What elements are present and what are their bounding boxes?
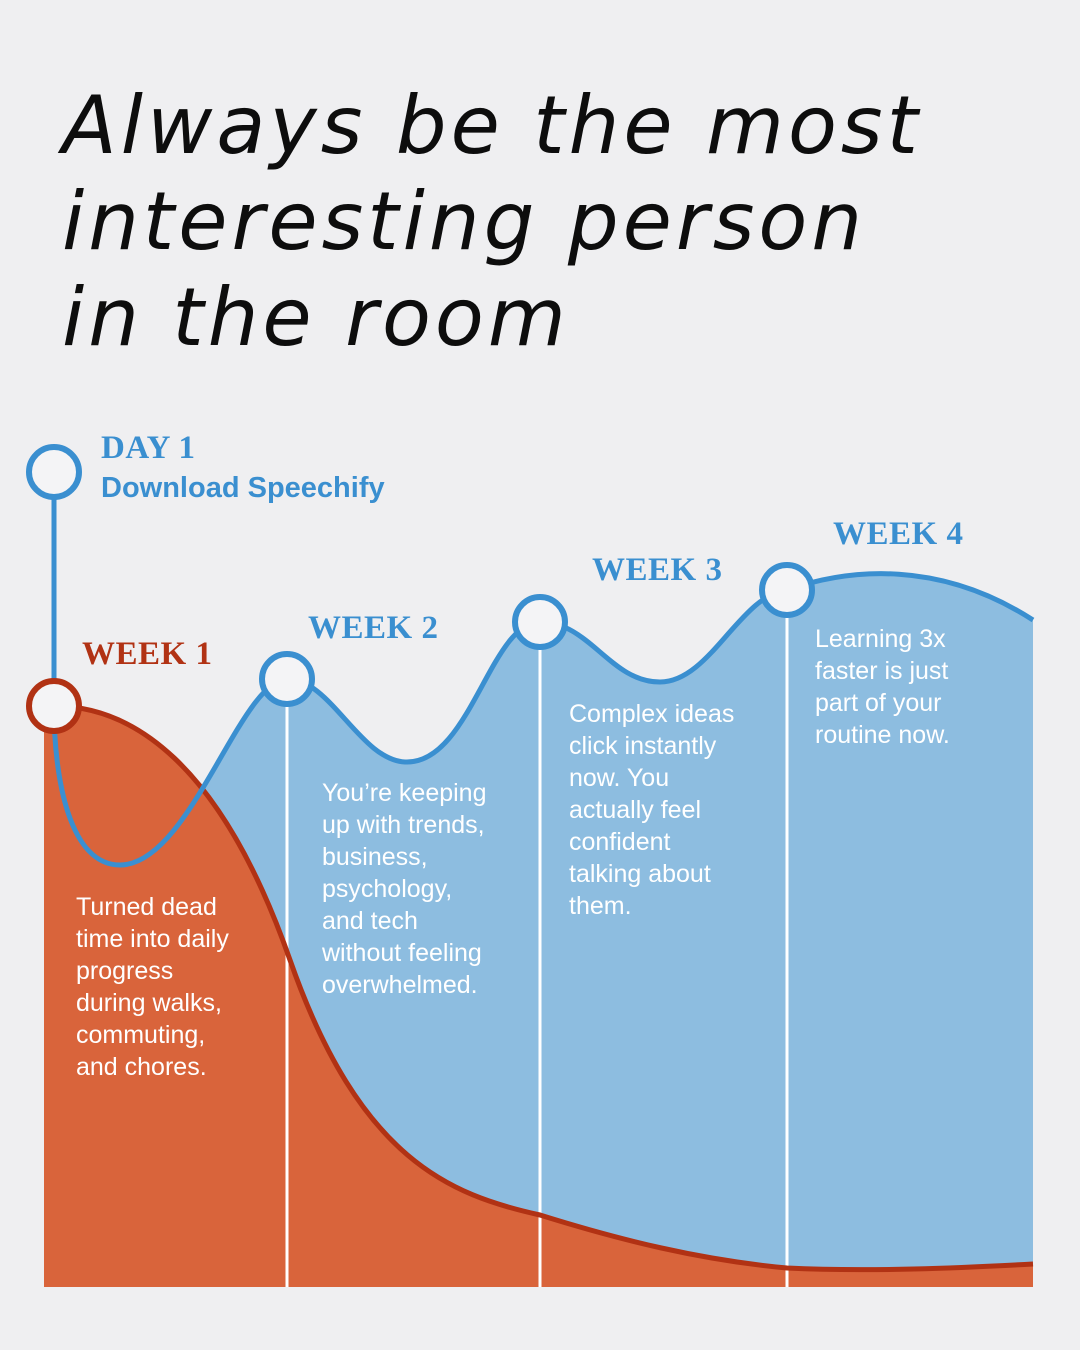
week-3-line: talking about bbox=[569, 860, 711, 888]
week-2-line: business, bbox=[322, 843, 428, 871]
week-1-heading: WEEK 1 bbox=[82, 636, 213, 672]
week-3-line: confident bbox=[569, 828, 671, 856]
week-3-line: them. bbox=[569, 892, 632, 920]
week-4-line: faster is just bbox=[815, 657, 949, 685]
week-1-description: Turned dead time into daily progress dur… bbox=[76, 891, 229, 1083]
marker-week-4 bbox=[759, 562, 815, 618]
left-edge-strip bbox=[44, 706, 54, 1287]
day-1-heading: DAY 1 bbox=[101, 430, 196, 466]
headline-line-3: in the room bbox=[62, 271, 570, 364]
red-curve-line bbox=[53, 703, 1034, 1273]
week-2-heading: WEEK 2 bbox=[308, 610, 439, 646]
week-4-description: Learning 3x faster is just part of your … bbox=[815, 623, 950, 751]
headline-line-1: Always be the most bbox=[62, 79, 922, 172]
marker-week-3 bbox=[512, 594, 568, 650]
week-3-description: Complex ideas click instantly now. You a… bbox=[569, 698, 734, 922]
red-area-fill bbox=[44, 706, 1033, 1287]
week-2-description: You’re keeping up with trends, business,… bbox=[322, 777, 487, 1001]
week-2-line: without feeling bbox=[322, 939, 482, 967]
week-3-line: Complex ideas bbox=[569, 700, 735, 728]
week-1-line: and chores. bbox=[76, 1053, 207, 1081]
week-1-line: Turned dead bbox=[76, 893, 217, 921]
week-4-heading: WEEK 4 bbox=[833, 516, 964, 552]
week-1-line: commuting, bbox=[76, 1021, 206, 1049]
week-2-line: and tech bbox=[322, 907, 418, 935]
week-2-line: up with trends, bbox=[322, 811, 485, 839]
marker-week-1 bbox=[26, 678, 82, 734]
week-1-line: progress bbox=[76, 957, 174, 985]
week-1-line: during walks, bbox=[76, 989, 222, 1017]
week-2-line: overwhelmed. bbox=[322, 971, 478, 999]
week-3-line: click instantly bbox=[569, 732, 717, 760]
week-2-line: You’re keeping bbox=[322, 779, 487, 807]
week-4-line: routine now. bbox=[815, 721, 950, 749]
week-2-line: psychology, bbox=[322, 875, 453, 903]
marker-week-2 bbox=[259, 651, 315, 707]
week-3-line: now. You bbox=[569, 764, 670, 792]
headline-line-2: interesting person bbox=[62, 175, 867, 268]
week-4-line: part of your bbox=[815, 689, 942, 717]
headline: Always be the most interesting person in… bbox=[62, 78, 1052, 366]
week-4-line: Learning 3x bbox=[815, 625, 946, 653]
marker-day-1 bbox=[26, 444, 82, 500]
week-3-heading: WEEK 3 bbox=[592, 552, 723, 588]
day-1-subtitle: Download Speechify bbox=[101, 472, 385, 504]
week-1-line: time into daily bbox=[76, 925, 229, 953]
week-3-line: actually feel bbox=[569, 796, 702, 824]
